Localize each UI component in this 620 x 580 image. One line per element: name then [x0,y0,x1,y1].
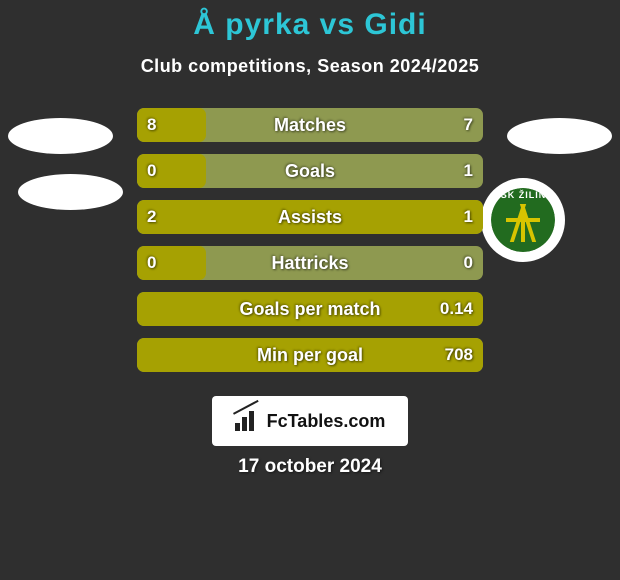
stat-row: Goals01 [0,154,620,200]
bar-track [137,246,483,280]
bar-fill [137,154,206,188]
bar-fill [137,108,206,142]
bar-fill [137,200,483,234]
page-subtitle: Club competitions, Season 2024/2025 [0,56,620,77]
bar-fill [137,292,483,326]
stat-row: Goals per match0.14 [0,292,620,338]
brand-text: FcTables.com [267,411,386,432]
page-title: Å pyrka vs Gidi [0,0,620,42]
bar-fill [137,246,206,280]
stat-row: Matches87 [0,108,620,154]
stat-row: Hattricks00 [0,246,620,292]
comparison-infographic: Å pyrka vs Gidi Club competitions, Seaso… [0,0,620,580]
bar-track [137,292,483,326]
stat-rows: Matches87Goals01Assists21Hattricks00Goal… [0,108,620,384]
bar-track [137,338,483,372]
bar-track [137,200,483,234]
stat-row: Assists21 [0,200,620,246]
bar-track [137,108,483,142]
date-text: 17 october 2024 [0,456,620,478]
bar-fill [137,338,483,372]
fctables-logo-icon [235,411,261,431]
stat-row: Min per goal708 [0,338,620,384]
bar-track [137,154,483,188]
brand-box: FcTables.com [212,396,408,446]
